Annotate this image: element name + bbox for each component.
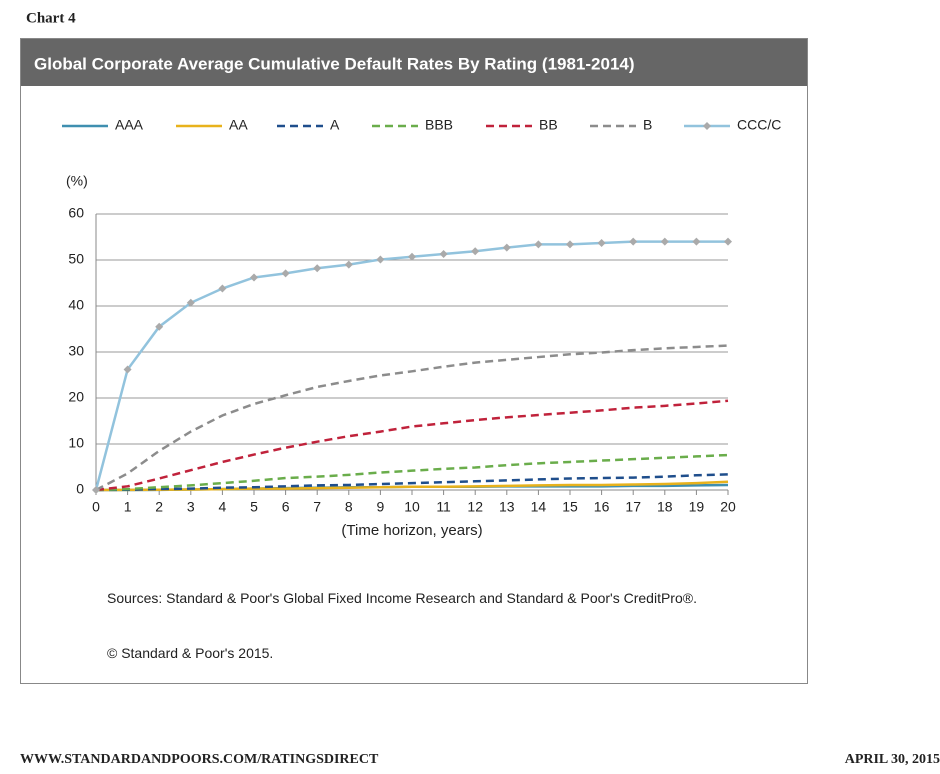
legend-label: CCC/C — [737, 117, 781, 133]
legend-label: BB — [539, 117, 558, 133]
series-marker — [92, 486, 100, 494]
series-marker — [597, 238, 606, 247]
chart-frame — [20, 38, 808, 684]
x-axis-label: (Time horizon, years) — [341, 522, 482, 539]
legend-label: AAA — [115, 117, 144, 133]
y-tick-label: 40 — [68, 297, 84, 313]
y-tick-label: 0 — [76, 481, 84, 497]
series-marker — [281, 269, 290, 278]
series-marker — [660, 237, 669, 246]
x-tick-label: 11 — [436, 499, 451, 515]
series-marker — [439, 250, 448, 259]
x-tick-label: 8 — [345, 499, 353, 515]
series-marker — [724, 237, 732, 246]
y-tick-label: 30 — [68, 343, 84, 359]
series-marker — [313, 264, 322, 273]
y-tick-label: 50 — [68, 251, 84, 267]
x-tick-label: 5 — [250, 499, 258, 515]
chart-number: Chart 4 — [26, 10, 76, 26]
y-tick-label: 60 — [68, 205, 84, 221]
x-tick-label: 1 — [124, 499, 132, 515]
x-tick-label: 10 — [404, 499, 420, 515]
x-tick-label: 19 — [689, 499, 705, 515]
y-tick-label: 20 — [68, 389, 84, 405]
series-marker — [376, 255, 385, 264]
series-line — [95, 344, 729, 492]
series-marker — [692, 237, 701, 246]
x-tick-label: 3 — [187, 499, 195, 515]
x-tick-label: 0 — [92, 499, 100, 515]
x-tick-label: 14 — [531, 499, 547, 515]
legend-label: BBB — [425, 117, 453, 133]
x-tick-label: 18 — [657, 499, 673, 515]
series-marker — [566, 240, 574, 249]
series-marker — [408, 252, 416, 261]
legend-marker — [703, 122, 711, 130]
series-marker — [471, 247, 480, 256]
series-line — [95, 399, 729, 492]
x-tick-label: 20 — [720, 499, 736, 515]
series-line — [95, 453, 729, 492]
x-tick-label: 17 — [625, 499, 641, 515]
x-tick-label: 16 — [594, 499, 610, 515]
x-tick-label: 12 — [467, 499, 483, 515]
footer-url: WWW.STANDARDANDPOORS.COM/RATINGSDIRECT — [20, 752, 379, 767]
y-axis-label: (%) — [66, 173, 88, 189]
series-marker — [155, 322, 164, 331]
x-tick-label: 4 — [219, 499, 227, 515]
copyright: © Standard & Poor's 2015. — [107, 645, 274, 661]
x-tick-label: 7 — [313, 499, 321, 515]
x-tick-label: 13 — [499, 499, 515, 515]
series-marker — [186, 298, 195, 307]
legend-label: AA — [229, 117, 248, 133]
sources: Sources: Standard & Poor's Global Fixed … — [107, 590, 697, 606]
x-tick-label: 15 — [562, 499, 578, 515]
series-marker — [250, 273, 258, 282]
x-tick-label: 2 — [155, 499, 163, 515]
series-marker — [218, 284, 227, 293]
footer-date: APRIL 30, 2015 — [845, 752, 940, 767]
legend-label: A — [330, 117, 340, 133]
x-tick-label: 6 — [282, 499, 290, 515]
series-marker — [629, 237, 638, 246]
series-marker — [534, 240, 543, 249]
series-marker — [344, 260, 353, 269]
legend-label: B — [643, 117, 652, 133]
x-tick-label: 9 — [377, 499, 385, 515]
series-marker — [502, 243, 511, 252]
series-line — [95, 473, 729, 492]
chart-title: Global Corporate Average Cumulative Defa… — [34, 54, 635, 73]
y-tick-label: 10 — [68, 435, 84, 451]
title-bar — [21, 39, 807, 86]
series-marker — [123, 365, 132, 374]
